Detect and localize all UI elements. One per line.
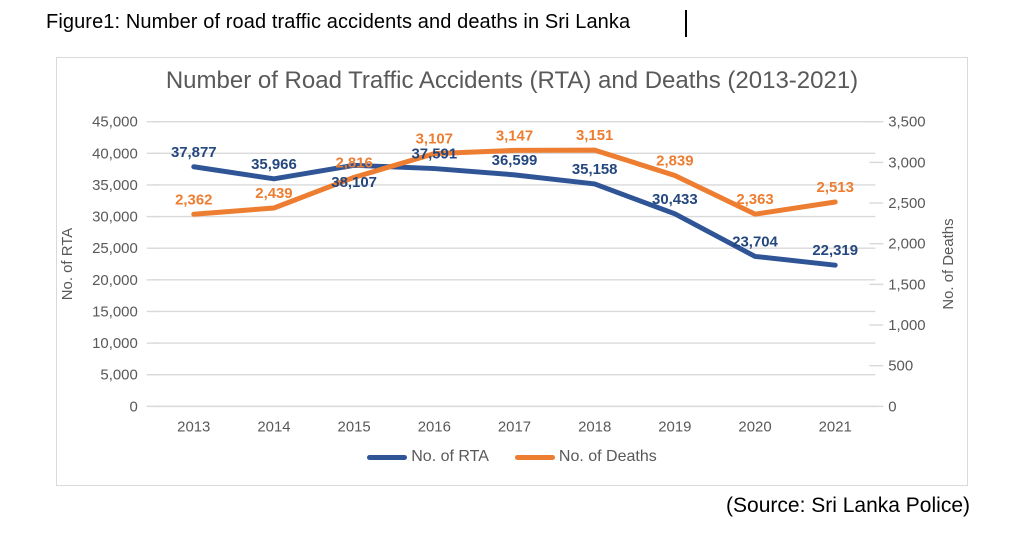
data-label: 22,319 [812, 242, 858, 259]
data-label: 23,704 [732, 233, 778, 250]
right-axis-tick-label: 2,500 [888, 195, 925, 212]
legend-item-deaths[interactable]: No. of Deaths [514, 448, 657, 466]
data-label: 2,513 [817, 179, 854, 196]
x-axis-tick-label: 2018 [578, 418, 611, 435]
data-label: 3,147 [496, 127, 533, 144]
legend-label-deaths: No. of Deaths [558, 448, 657, 465]
right-axis-tick-label: 0 [888, 398, 896, 415]
left-axis-tick-label: 45,000 [92, 114, 138, 131]
x-axis-tick-label: 2017 [498, 418, 531, 435]
source-note: (Source: Sri Lanka Police) [726, 494, 970, 517]
deaths-line-swatch [514, 454, 555, 460]
x-axis-tick-label: 2020 [738, 418, 771, 435]
data-label: 30,433 [652, 191, 698, 208]
left-axis-tick-label: 30,000 [92, 209, 138, 226]
left-axis-title: No. of RTA [59, 228, 76, 300]
figure-caption: Figure1: Number of road traffic accident… [46, 11, 631, 33]
text-cursor [685, 10, 687, 37]
data-label: 37,877 [171, 144, 217, 161]
left-axis-tick-label: 35,000 [92, 177, 138, 194]
data-label: 2,839 [656, 153, 693, 170]
right-axis-tick-label: 500 [888, 358, 913, 375]
data-label: 35,158 [572, 161, 618, 178]
rta-line [191, 162, 838, 268]
x-axis-tick-label: 2021 [819, 418, 852, 435]
data-label: 38,107 [331, 174, 377, 191]
data-label: 3,151 [576, 127, 613, 144]
x-axis-tick-label: 2015 [338, 418, 371, 435]
data-label: 2,439 [255, 185, 292, 202]
left-axis-tick-label: 40,000 [92, 145, 138, 162]
right-axis-title: No. of Deaths [940, 218, 957, 309]
x-axis-tick-label: 2014 [257, 418, 290, 435]
right-axis-tick-label: 1,000 [888, 317, 925, 334]
x-axis-tick-label: 2016 [418, 418, 451, 435]
chart-title: Number of Road Traffic Accidents (RTA) a… [165, 67, 859, 94]
left-axis-tick-label: 0 [129, 398, 137, 415]
data-label: 3,107 [416, 131, 453, 148]
right-axis-tick-label: 3,000 [888, 154, 925, 171]
left-axis-tick-label: 15,000 [92, 303, 138, 320]
x-axis-tick-label: 2019 [658, 418, 691, 435]
data-label: 35,966 [251, 156, 297, 173]
chart-plot-area[interactable]: 0 5,000 10,000 15,000 20,000 25,000 30,000 35,0… [57, 58, 967, 485]
data-label: 2,363 [736, 191, 773, 208]
deaths-line [191, 147, 838, 217]
legend-item-rta[interactable]: No. of RTA [367, 448, 489, 466]
right-axis-tick-label: 3,500 [888, 114, 925, 131]
chart-legend: No. of RTA No. of Deaths [57, 448, 967, 466]
data-label: 2,816 [335, 154, 372, 171]
left-axis-tick-label: 10,000 [92, 335, 138, 352]
legend-label-rta: No. of RTA [411, 448, 489, 465]
right-axis-tick-label: 2,000 [888, 236, 925, 253]
data-label: 37,591 [411, 146, 457, 163]
chart-frame[interactable]: Number of Road Traffic Accidents (RTA) a… [56, 57, 968, 486]
left-axis-tick-label: 5,000 [100, 367, 137, 384]
data-label: 36,599 [492, 152, 538, 169]
x-axis-tick-label: 2013 [177, 418, 210, 435]
left-axis-tick-label: 20,000 [92, 272, 138, 289]
rta-line-swatch [367, 454, 408, 460]
right-axis-tick-label: 1,500 [888, 276, 925, 293]
left-axis-tick-label: 25,000 [92, 240, 138, 257]
data-label: 2,362 [175, 191, 212, 208]
